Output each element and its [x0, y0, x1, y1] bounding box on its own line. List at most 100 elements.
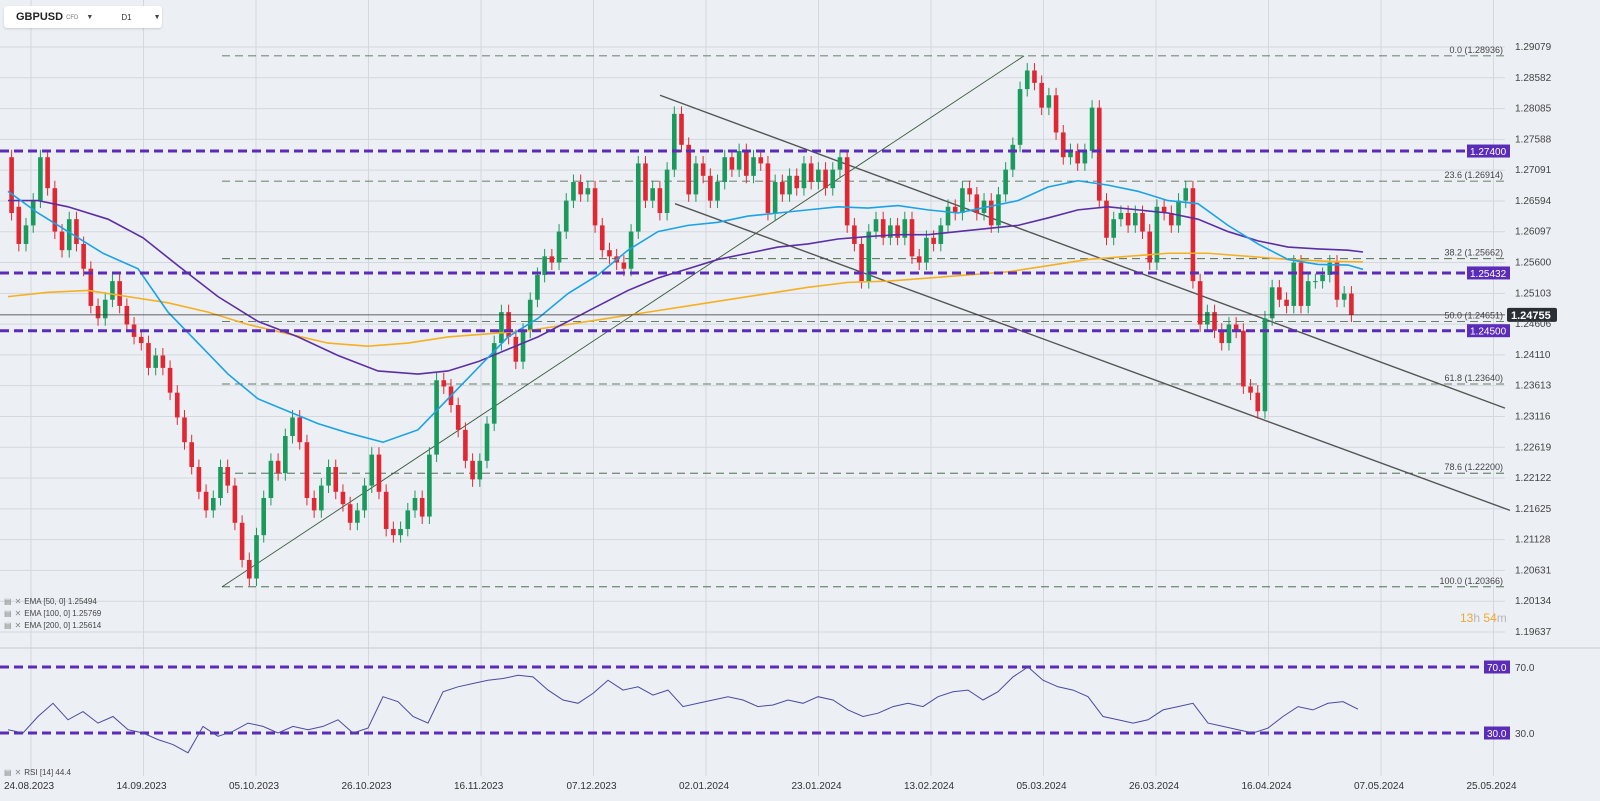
- candle-body: [852, 225, 857, 244]
- ema-100-legend[interactable]: ▤ ✕ EMA [100, 0] 1.25769: [4, 609, 101, 618]
- candle-body: [765, 163, 771, 213]
- candle-body: [1024, 70, 1030, 90]
- settings-icon[interactable]: ▤: [4, 609, 12, 618]
- close-icon[interactable]: ✕: [14, 609, 22, 618]
- timeframe-dropdown-icon[interactable]: ▼: [153, 13, 161, 21]
- candle-body: [463, 429, 468, 461]
- y-tick-label: 1.25103: [1515, 288, 1552, 299]
- candle-body: [1248, 386, 1253, 393]
- x-tick-label: 26.03.2024: [1129, 781, 1179, 792]
- candle-body: [1205, 312, 1210, 325]
- y-tick-label: 1.23116: [1515, 411, 1551, 422]
- candle-body: [362, 485, 367, 511]
- symbol-name[interactable]: GBPUSD: [16, 11, 64, 23]
- timeframe-selector[interactable]: D1: [121, 12, 132, 22]
- candle-body: [556, 231, 562, 263]
- candle-body: [218, 467, 223, 498]
- grid-lines: [0, 0, 1600, 776]
- x-tick-label: 14.09.2023: [117, 781, 167, 792]
- candle-body: [203, 491, 209, 511]
- trend-lines[interactable]: [221, 55, 1511, 588]
- y-tick-label: 1.24606: [1515, 319, 1552, 330]
- instrument-type: CFD: [66, 15, 79, 21]
- rsi-panel: 70.0 70.0 30.0 30.0: [0, 660, 1535, 754]
- candle-body: [189, 442, 194, 468]
- rsi-legend[interactable]: ▤ ✕ RSI [14] 44.4: [4, 768, 71, 777]
- symbol-toolbar[interactable]: GBPUSD CFD ▼ D1 ▼: [4, 6, 162, 28]
- downtrend-channel-lower: [674, 203, 1511, 512]
- settings-icon[interactable]: ▤: [4, 621, 12, 630]
- ema-50-label: EMA [50, 0] 1.25494: [24, 597, 97, 606]
- candle-body: [153, 355, 158, 368]
- candle-body: [1132, 212, 1138, 226]
- candle-body: [924, 237, 929, 263]
- candle-body: [1053, 95, 1059, 133]
- candle-body: [643, 163, 648, 201]
- current-price-value: 1.24755: [1511, 310, 1551, 322]
- candle-body: [657, 188, 663, 213]
- candle-body: [520, 330, 526, 362]
- candle-body: [182, 417, 187, 443]
- candle-body: [210, 497, 216, 511]
- y-tick-label: 1.21625: [1515, 504, 1552, 515]
- candle-body: [1334, 262, 1340, 300]
- close-icon[interactable]: ✕: [14, 768, 22, 777]
- candle-body: [1111, 219, 1116, 238]
- candle-body: [88, 268, 94, 306]
- candle-body: [1104, 200, 1109, 238]
- candle-body: [816, 169, 821, 183]
- fib-level-label: 38.2 (1.25662): [1444, 248, 1503, 258]
- close-icon[interactable]: ✕: [14, 597, 22, 606]
- candle-body: [1176, 200, 1181, 226]
- candle-body: [722, 157, 728, 183]
- candle-body: [95, 305, 101, 319]
- candle-body: [931, 237, 936, 244]
- candle-body: [1190, 188, 1196, 282]
- candle-body: [102, 299, 108, 319]
- close-icon[interactable]: ✕: [14, 621, 22, 630]
- candle-body: [967, 188, 972, 195]
- settings-icon[interactable]: ▤: [4, 597, 12, 606]
- candle-body: [1140, 212, 1145, 232]
- candle-body: [780, 182, 785, 195]
- candle-body: [895, 225, 900, 238]
- candle-body: [866, 231, 872, 282]
- fibonacci-retracement[interactable]: 0.0 (1.28936) 23.6 (1.26914) 38.2 (1.25662…: [222, 45, 1505, 588]
- countdown-minutes: 54: [1483, 611, 1497, 625]
- candle-body: [571, 182, 576, 201]
- fib-level-label: 61.8 (1.23640): [1444, 373, 1503, 383]
- ema-100-line: [8, 199, 1364, 375]
- candle-body: [700, 163, 706, 176]
- ema-50-legend[interactable]: ▤ ✕ EMA [50, 0] 1.25494: [4, 597, 97, 606]
- candle-body: [160, 355, 166, 368]
- candle-body: [1169, 212, 1174, 226]
- symbol-dropdown-icon[interactable]: ▼: [86, 13, 94, 21]
- candle-body: [823, 169, 828, 189]
- candle-body: [808, 163, 814, 183]
- candle-body: [996, 194, 1001, 226]
- x-tick-label: 16.11.2023: [454, 781, 504, 792]
- horizontal-levels[interactable]: 1.24755 1.27400 1.25432 1.24500: [0, 144, 1557, 338]
- candle-body: [938, 225, 944, 244]
- ema-200-legend[interactable]: ▤ ✕ EMA [200, 0] 1.25614: [4, 621, 101, 630]
- candle-body: [751, 157, 756, 176]
- candle-body: [981, 200, 987, 213]
- candle-body: [1219, 330, 1225, 344]
- candle-body: [290, 417, 295, 437]
- candle-body: [138, 336, 144, 344]
- candle-body: [391, 528, 396, 536]
- candle-body: [81, 243, 86, 269]
- candle-body: [304, 442, 310, 498]
- x-tick-label: 24.08.2023: [4, 781, 54, 792]
- settings-icon[interactable]: ▤: [4, 768, 12, 777]
- candle-body: [1003, 169, 1008, 195]
- fib-level-label: 100.0 (1.20366): [1439, 576, 1503, 586]
- candle-body: [873, 219, 879, 232]
- candle-body: [1060, 132, 1066, 158]
- candle-body: [1197, 281, 1203, 325]
- countdown-minutes-unit: m: [1496, 611, 1507, 625]
- candle-body: [369, 454, 375, 486]
- candle-body: [1039, 82, 1044, 108]
- candle-body: [355, 510, 360, 523]
